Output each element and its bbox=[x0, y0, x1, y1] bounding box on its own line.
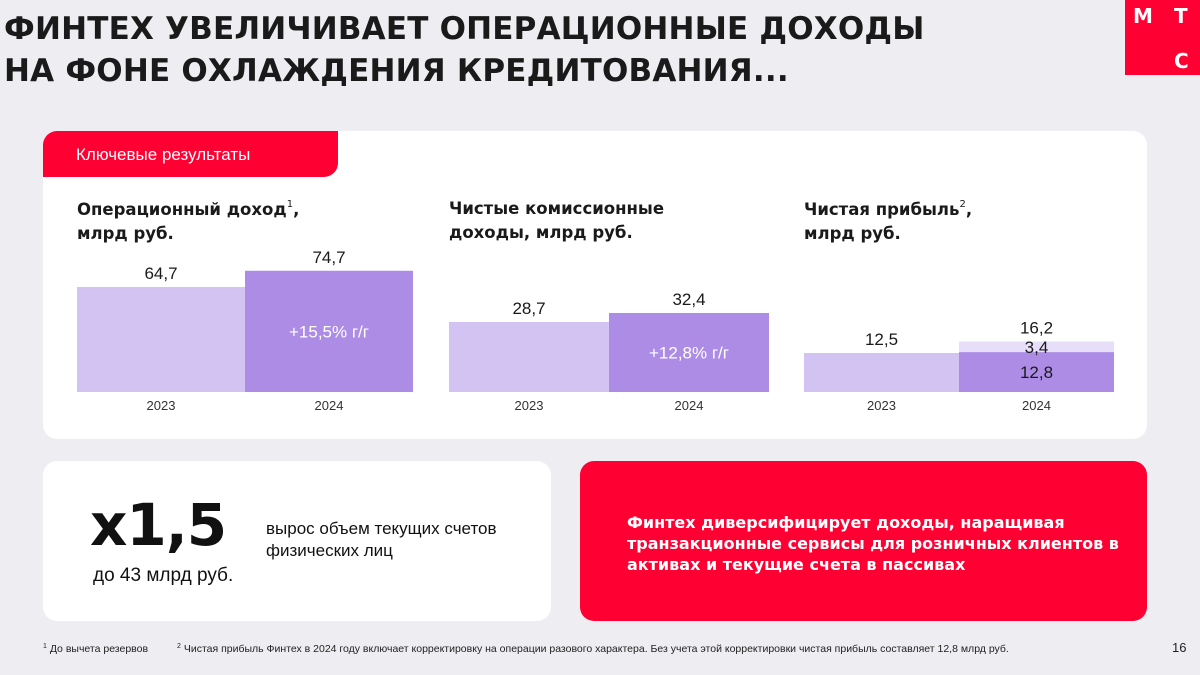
chart-3-title-comma: , bbox=[965, 200, 973, 219]
highlight-text: Финтех диверсифицирует доходы, наращивая… bbox=[627, 513, 1119, 574]
chart-2-title-main: Чистые комиссионные bbox=[449, 199, 665, 218]
footnote-2: 2 Чистая прибыль Финтех в 2024 году вклю… bbox=[177, 643, 1057, 656]
bar-2023 bbox=[77, 287, 245, 392]
bar-2023-value-label: 64,7 bbox=[144, 264, 177, 283]
slide-title-line-1: ФИНТЕХ УВЕЛИЧИВАЕТ ОПЕРАЦИОННЫЕ ДОХОДЫ bbox=[4, 11, 925, 47]
footnote-1: 1 До вычета резервов bbox=[43, 643, 148, 656]
growth-annotation: +15,5% г/г bbox=[289, 322, 369, 341]
key-results-tab: Ключевые результаты bbox=[43, 131, 338, 177]
bar-2024-adjustment-label: 3,4 bbox=[1025, 338, 1049, 357]
growth-description: вырос объем текущих счетов физических ли… bbox=[266, 519, 497, 560]
chart-1-title: Операционный доход1, млрд руб. bbox=[77, 198, 299, 246]
bar-2023 bbox=[804, 353, 959, 392]
chart-2-title: Чистые комиссионные доходы, млрд руб. bbox=[449, 197, 664, 245]
logo-letter-t: Т bbox=[1174, 4, 1188, 28]
bar-2023-value-label: 12,5 bbox=[865, 330, 898, 349]
bar-2023 bbox=[449, 322, 609, 392]
chart-net-commission-income: 28,7 2023 32,4 +12,8% г/г 2024 bbox=[449, 290, 769, 413]
x-tick-2023: 2023 bbox=[515, 398, 544, 413]
x-tick-2024: 2024 bbox=[675, 398, 704, 413]
logo-letter-s: С bbox=[1174, 49, 1189, 73]
accounts-stat-panel bbox=[43, 461, 551, 621]
bar-2024-value-label: 74,7 bbox=[312, 248, 345, 267]
chart-3-title: Чистая прибыль2, млрд руб. bbox=[804, 198, 972, 246]
growth-annotation: +12,8% г/г bbox=[649, 343, 729, 362]
chart-operating-income: 64,7 2023 74,7 +15,5% г/г 2024 bbox=[77, 248, 413, 413]
bar-2024-base-label: 12,8 bbox=[1020, 363, 1053, 382]
bar-2024 bbox=[609, 312, 769, 392]
growth-multiplier: х1,5 bbox=[90, 491, 227, 559]
chart-3-title-line-2: млрд руб. bbox=[804, 224, 901, 243]
bar-2023-value-label: 28,7 bbox=[512, 299, 545, 318]
chart-net-profit: 12,5 2023 12,8 3,416,2 2024 bbox=[804, 318, 1114, 413]
chart-3-title-footnote-ref: 2 bbox=[959, 199, 966, 210]
slide-title-line-2: НА ФОНЕ ОХЛАЖДЕНИЯ КРЕДИТОВАНИЯ... bbox=[4, 53, 789, 89]
chart-1-title-main: Операционный доход bbox=[77, 200, 287, 219]
x-tick-2024: 2024 bbox=[315, 398, 344, 413]
bar-2024 bbox=[245, 270, 413, 392]
bar-2024-base bbox=[959, 352, 1114, 392]
x-tick-2023: 2023 bbox=[147, 398, 176, 413]
bar-2024-total-label: 16,2 bbox=[1020, 318, 1053, 337]
x-tick-2024: 2024 bbox=[1022, 398, 1051, 413]
bar-2024-adjustment bbox=[959, 341, 1114, 353]
mts-logo: М Т С bbox=[1125, 0, 1200, 75]
chart-1-title-comma: , bbox=[293, 200, 300, 219]
footnote-2-number: 2 bbox=[177, 643, 181, 650]
highlight-panel bbox=[580, 461, 1147, 621]
bar-2024-value-label: 32,4 bbox=[672, 290, 705, 309]
footnote-2-text: Чистая прибыль Финтех в 2024 году включа… bbox=[183, 643, 1009, 655]
chart-1-title-footnote-ref: 1 bbox=[286, 199, 294, 210]
page-number: 16 bbox=[1172, 640, 1187, 655]
slide-title: ФИНТЕХ УВЕЛИЧИВАЕТ ОПЕРАЦИОННЫЕ ДОХОДЫ Н… bbox=[4, 8, 1004, 92]
chart-3-title-main: Чистая прибыль bbox=[804, 200, 960, 219]
chart-1-title-line-2: млрд руб. bbox=[77, 224, 174, 243]
chart-2-title-line-2: доходы, млрд руб. bbox=[449, 223, 633, 242]
logo-letter-m: М bbox=[1133, 4, 1153, 28]
footnote-1-number: 1 bbox=[43, 643, 47, 650]
growth-amount: до 43 млрд руб. bbox=[93, 565, 234, 586]
x-tick-2023: 2023 bbox=[867, 398, 896, 413]
footnote-1-text: До вычета резервов bbox=[49, 643, 149, 655]
key-results-tab-label: Ключевые результаты bbox=[76, 145, 251, 164]
